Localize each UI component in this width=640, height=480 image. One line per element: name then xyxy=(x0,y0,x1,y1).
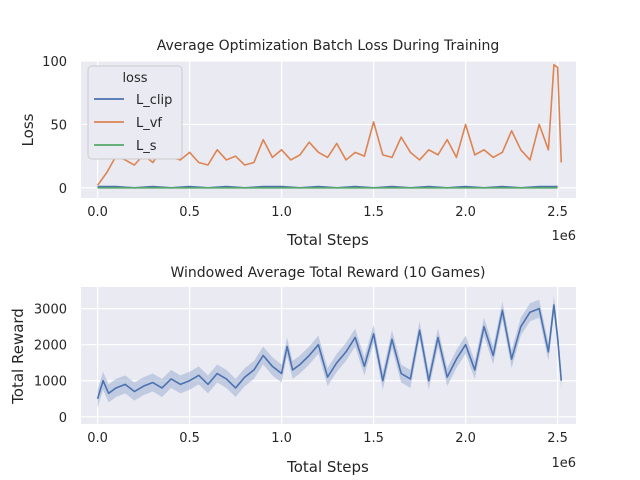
x-tick-labels: 0.0 0.5 1.0 1.5 2.0 2.5 xyxy=(87,205,568,220)
x-tick-label: 1.0 xyxy=(271,431,292,446)
x-tick-label: 2.0 xyxy=(455,205,476,220)
y-tick-label: 0 xyxy=(59,411,67,426)
legend-label-l-vf: L_vf xyxy=(136,116,162,131)
y-tick-label: 0 xyxy=(59,182,67,197)
x-tick-label: 0.0 xyxy=(87,205,108,220)
x-tick-label: 0.5 xyxy=(179,205,200,220)
x-tick-label: 2.0 xyxy=(455,431,476,446)
x-tick-label: 1.5 xyxy=(363,431,384,446)
y-tick-label: 50 xyxy=(50,118,67,133)
series-line-0 xyxy=(96,304,563,399)
x-tick-label: 0.5 xyxy=(179,431,200,446)
x-tick-label: 1.5 xyxy=(363,205,384,220)
x-axis-label: Total Steps xyxy=(286,458,369,476)
grid-lines xyxy=(81,287,576,424)
legend: loss L_clip L_vf L_s xyxy=(87,65,183,160)
y-tick-labels: 0 50 100 xyxy=(42,55,67,197)
y-tick-label: 3000 xyxy=(34,303,67,318)
y-tick-label: 1000 xyxy=(34,375,67,390)
chart-title: Average Optimization Batch Loss During T… xyxy=(157,38,500,54)
confidence-bands xyxy=(97,296,562,408)
legend-box xyxy=(87,65,183,160)
x-tick-label: 0.0 xyxy=(87,431,108,446)
x-tick-labels: 0.0 0.5 1.0 1.5 2.0 2.5 xyxy=(87,431,568,446)
y-axis-label: Loss xyxy=(19,113,37,146)
x-tick-label: 2.5 xyxy=(547,431,568,446)
chart-title: Windowed Average Total Reward (10 Games) xyxy=(171,265,486,281)
x-tick-label: 2.5 xyxy=(547,205,568,220)
y-axis-label: Total Reward xyxy=(9,308,27,405)
series-lines xyxy=(96,304,563,399)
legend-label-l-clip: L_clip xyxy=(136,93,172,108)
x-tick-label: 1.0 xyxy=(271,205,292,220)
x-scale-label: 1e6 xyxy=(551,229,576,244)
reward-chart: Windowed Average Total Reward (10 Games)… xyxy=(9,265,576,476)
legend-title: loss xyxy=(122,71,147,86)
y-tick-label: 2000 xyxy=(34,339,67,354)
x-scale-label: 1e6 xyxy=(551,456,576,471)
series-band xyxy=(97,296,562,408)
legend-label-l-s: L_s xyxy=(136,139,157,154)
y-tick-labels: 0 1000 2000 3000 xyxy=(34,303,67,426)
y-tick-label: 100 xyxy=(42,55,67,70)
loss-chart: Average Optimization Batch Loss During T… xyxy=(19,38,576,249)
x-axis-label: Total Steps xyxy=(286,231,369,249)
